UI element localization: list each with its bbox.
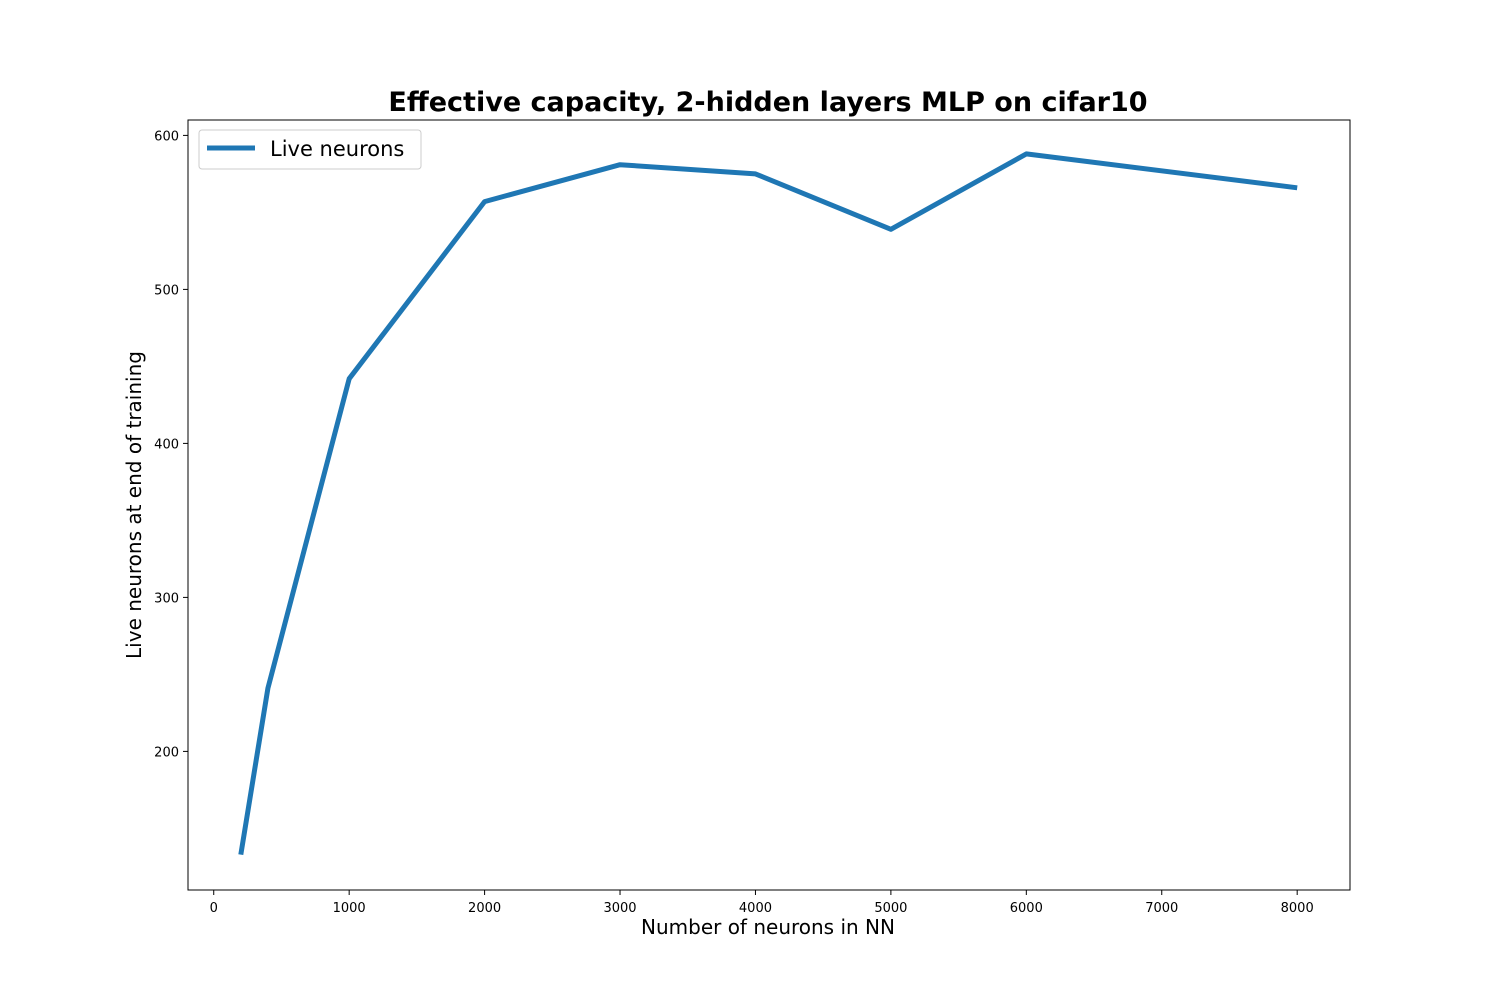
y-axis: 200 300 400 500 600 bbox=[154, 129, 188, 760]
x-axis-label: Number of neurons in NN bbox=[641, 915, 895, 939]
chart-title: Effective capacity, 2-hidden layers MLP … bbox=[388, 87, 1147, 118]
y-tick-label: 300 bbox=[154, 591, 179, 606]
plot-frame bbox=[187, 119, 1351, 891]
legend-label: Live neurons bbox=[270, 137, 404, 161]
plot-area bbox=[187, 119, 1351, 891]
x-tick-label: 6000 bbox=[1010, 901, 1043, 916]
x-tick-label: 4000 bbox=[739, 901, 772, 916]
x-tick-label: 0 bbox=[210, 901, 218, 916]
y-tick-label: 500 bbox=[154, 283, 179, 298]
x-axis: 0 1000 2000 3000 4000 5000 6000 7000 8000 bbox=[210, 890, 1314, 916]
legend-frame bbox=[198, 129, 422, 170]
y-tick-label: 600 bbox=[154, 129, 179, 144]
y-axis-label: Live neurons at end of training bbox=[122, 351, 146, 659]
series-layer bbox=[238, 151, 1298, 856]
legend: Live neurons bbox=[198, 129, 422, 170]
x-tick-label: 5000 bbox=[874, 901, 907, 916]
series-line-live-neurons bbox=[238, 151, 1298, 856]
y-tick-label: 200 bbox=[154, 745, 179, 760]
x-tick-label: 2000 bbox=[468, 901, 501, 916]
x-tick-label: 8000 bbox=[1281, 901, 1314, 916]
x-tick-label: 7000 bbox=[1145, 901, 1178, 916]
y-tick-label: 400 bbox=[154, 437, 179, 452]
x-tick-label: 1000 bbox=[333, 901, 366, 916]
x-tick-label: 3000 bbox=[603, 901, 636, 916]
